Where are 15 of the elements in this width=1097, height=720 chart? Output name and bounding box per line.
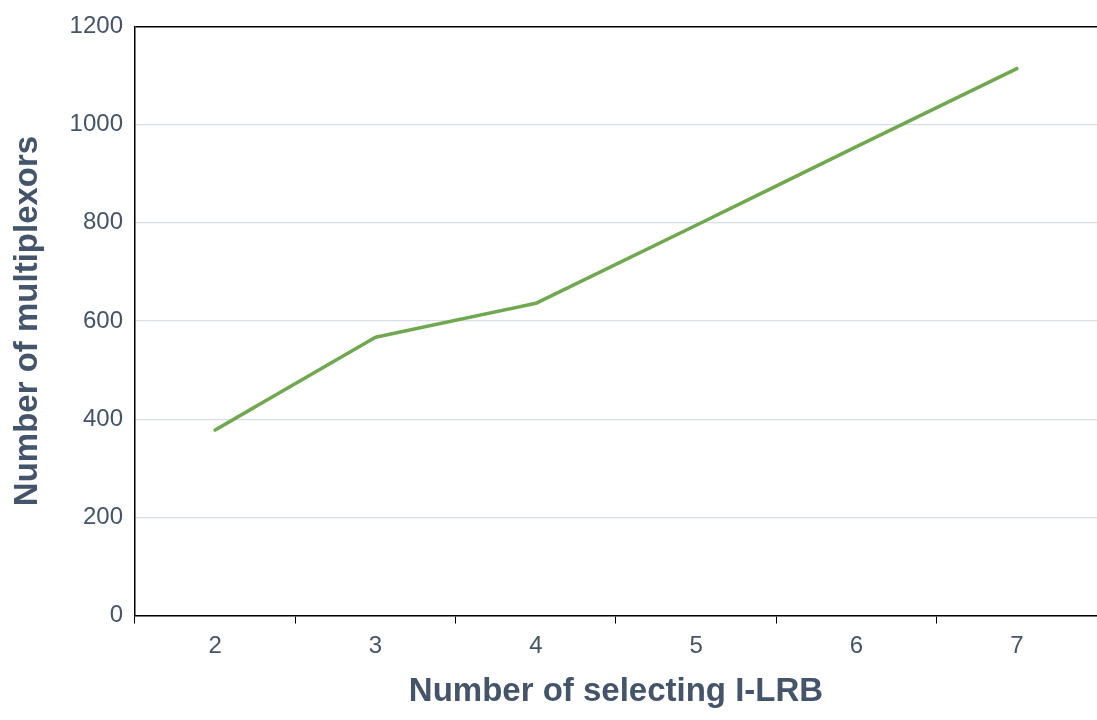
y-tick-label: 200 bbox=[82, 502, 123, 530]
x-tick-label: 4 bbox=[529, 630, 543, 658]
x-tick-label: 2 bbox=[208, 630, 222, 658]
y-tick-label: 800 bbox=[82, 207, 123, 235]
x-tick-label: 5 bbox=[689, 630, 703, 658]
y-tick-label: 400 bbox=[82, 403, 123, 431]
y-axis-title: Number of multiplexors bbox=[6, 135, 44, 507]
y-tick-label: 1000 bbox=[69, 109, 123, 137]
x-tick-label: 7 bbox=[1010, 630, 1024, 658]
x-axis-title: Number of selecting I-LRB bbox=[408, 671, 824, 709]
x-tick-label: 6 bbox=[849, 630, 864, 658]
y-tick-label: 0 bbox=[109, 600, 123, 628]
x-tick-label: 3 bbox=[368, 630, 383, 658]
y-tick-label: 1200 bbox=[69, 11, 123, 39]
y-tick-label: 600 bbox=[82, 305, 123, 333]
